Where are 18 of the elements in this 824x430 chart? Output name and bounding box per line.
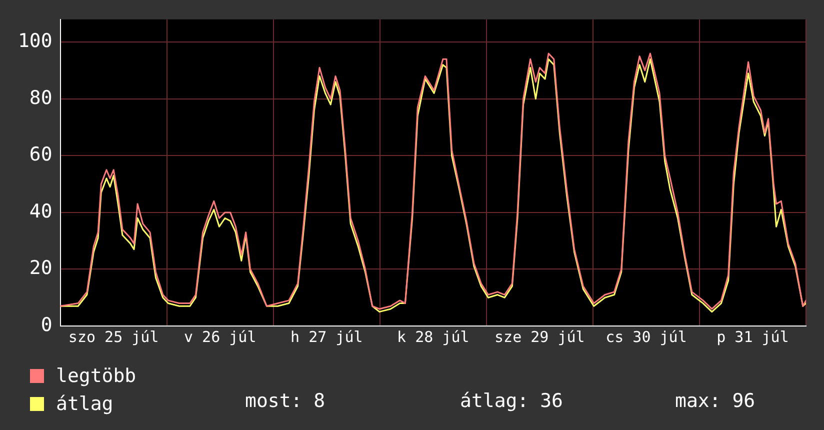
y-tick-label: 0 bbox=[40, 314, 52, 336]
legend-label: legtöbb bbox=[56, 365, 136, 387]
x-tick-label: cs 30 júl bbox=[606, 328, 687, 346]
x-tick-label: p 31 júl bbox=[716, 328, 789, 346]
x-tick-label: k 28 júl bbox=[397, 328, 470, 346]
y-tick-label: 60 bbox=[29, 144, 52, 166]
y-tick-label: 100 bbox=[18, 30, 52, 52]
text: most: 8 bbox=[245, 390, 326, 412]
text: átlag: 36 bbox=[460, 390, 563, 412]
x-tick-label: v 26 júl bbox=[184, 328, 256, 346]
legend-label: átlag bbox=[56, 393, 114, 415]
x-tick-label: sze 29 júl bbox=[494, 328, 585, 346]
x-tick-label: szo 25 júl bbox=[68, 328, 159, 346]
x-tick-label: h 27 júl bbox=[290, 328, 363, 346]
y-tick-label: 40 bbox=[29, 200, 52, 222]
y-tick-label: 20 bbox=[29, 257, 52, 280]
text: max: 96 bbox=[675, 390, 756, 412]
y-tick-label: 80 bbox=[29, 86, 52, 109]
